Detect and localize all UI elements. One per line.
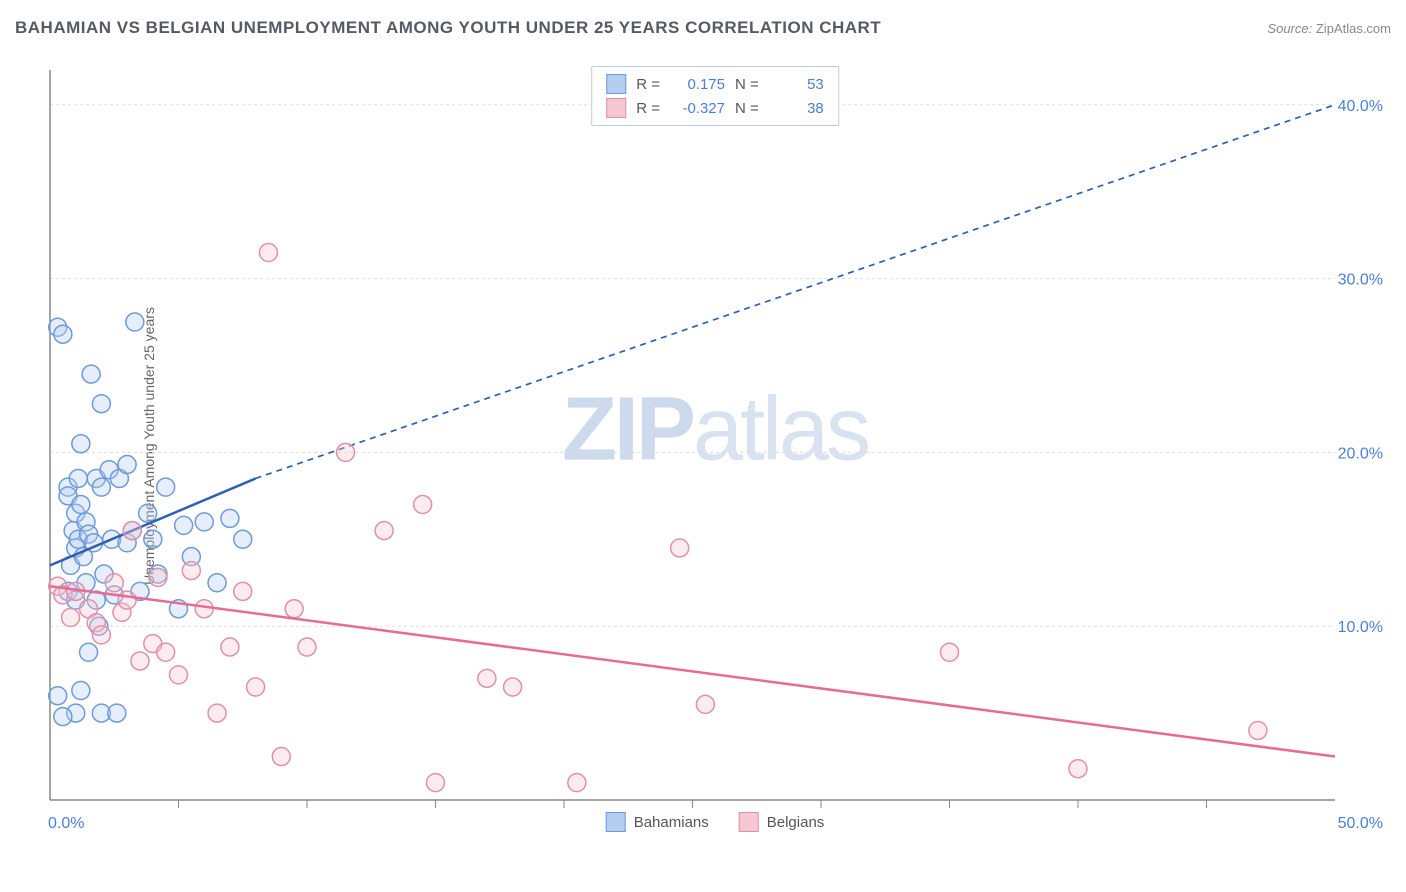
stats-row-bahamians: R = 0.175 N = 53	[606, 72, 824, 96]
r-label: R =	[636, 76, 660, 93]
svg-text:10.0%: 10.0%	[1338, 619, 1383, 636]
source-label: Source:	[1267, 21, 1312, 36]
swatch-belgians	[606, 98, 626, 118]
r-label: R =	[636, 100, 660, 117]
stats-legend: R = 0.175 N = 53 R = -0.327 N = 38	[591, 66, 839, 126]
legend-item-bahamians: Bahamians	[606, 812, 709, 832]
legend-label-bahamians: Bahamians	[634, 814, 709, 831]
r-value-belgians: -0.327	[670, 100, 725, 117]
r-value-bahamians: 0.175	[670, 76, 725, 93]
svg-text:30.0%: 30.0%	[1338, 272, 1383, 289]
chart-area: ZIPatlas 10.0%20.0%30.0%40.0%0.0%50.0% R…	[45, 60, 1385, 830]
svg-text:50.0%: 50.0%	[1338, 815, 1383, 830]
source-attribution: Source: ZipAtlas.com	[1267, 21, 1391, 36]
stats-row-belgians: R = -0.327 N = 38	[606, 96, 824, 120]
swatch-belgians	[739, 812, 759, 832]
source-value: ZipAtlas.com	[1316, 21, 1391, 36]
n-label: N =	[735, 100, 759, 117]
svg-text:0.0%: 0.0%	[48, 815, 84, 830]
swatch-bahamians	[606, 74, 626, 94]
series-legend: Bahamians Belgians	[606, 812, 825, 832]
chart-title: BAHAMIAN VS BELGIAN UNEMPLOYMENT AMONG Y…	[15, 18, 881, 38]
svg-text:40.0%: 40.0%	[1338, 98, 1383, 115]
n-label: N =	[735, 76, 759, 93]
legend-label-belgians: Belgians	[767, 814, 825, 831]
scatter-plot: 10.0% 20.0% 30.0% 40.0% 0.0% 50.0%	[45, 60, 1385, 830]
svg-text:20.0%: 20.0%	[1338, 445, 1383, 462]
swatch-bahamians	[606, 812, 626, 832]
n-value-bahamians: 53	[769, 76, 824, 93]
n-value-belgians: 38	[769, 100, 824, 117]
legend-item-belgians: Belgians	[739, 812, 825, 832]
